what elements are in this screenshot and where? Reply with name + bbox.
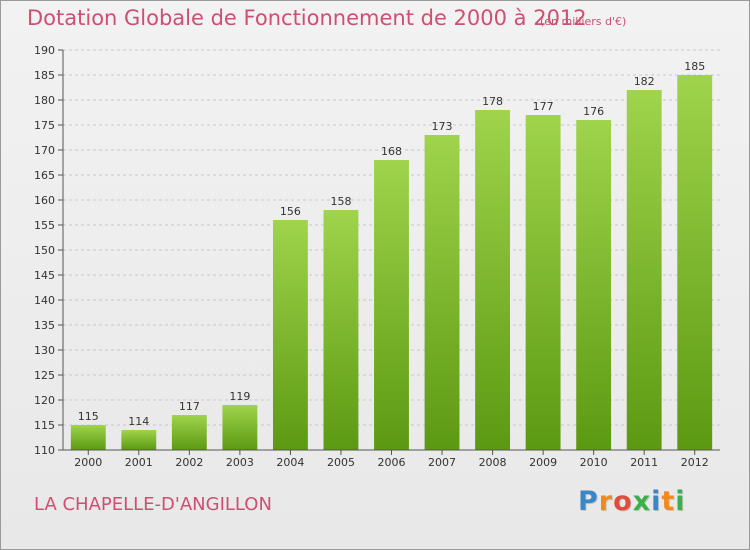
y-tick-label: 150 (34, 244, 55, 257)
x-tick-label: 2006 (378, 456, 406, 469)
chart-title: Dotation Globale de Fonctionnement de 20… (27, 6, 587, 30)
data-label: 178 (482, 95, 503, 108)
x-tick-label: 2008 (479, 456, 507, 469)
y-tick-label: 190 (34, 44, 55, 57)
data-label: 158 (330, 195, 351, 208)
x-tick-label: 2012 (681, 456, 709, 469)
y-tick-label: 185 (34, 69, 55, 82)
bar (374, 160, 409, 450)
data-label: 117 (179, 400, 200, 413)
bar (323, 210, 359, 450)
y-tick-label: 155 (34, 219, 55, 232)
data-label: 185 (684, 60, 705, 73)
y-tick-label: 125 (34, 369, 55, 382)
x-tick-label: 2009 (529, 456, 557, 469)
bar (677, 75, 713, 450)
data-label: 114 (128, 415, 149, 428)
data-label: 119 (229, 390, 250, 403)
data-label: 176 (583, 105, 604, 118)
logo-letter: i (651, 486, 662, 517)
unit-note: (en milliers d'€) (540, 15, 627, 28)
y-tick-label: 145 (34, 269, 55, 282)
logo-letter: t (661, 486, 676, 517)
x-tick-label: 2010 (580, 456, 608, 469)
logo-letter: P (578, 486, 599, 517)
logo-letter: x (632, 486, 652, 517)
bar (222, 405, 258, 450)
data-label: 115 (78, 410, 99, 423)
y-tick-label: 130 (34, 344, 55, 357)
x-tick-label: 2003 (226, 456, 254, 469)
data-label: 177 (533, 100, 554, 113)
y-tick-label: 165 (34, 169, 55, 182)
x-tick-label: 2001 (125, 456, 153, 469)
data-label: 173 (432, 120, 453, 133)
bar (475, 110, 511, 450)
y-tick-label: 110 (34, 444, 55, 457)
x-tick-label: 2004 (276, 456, 304, 469)
y-tick-label: 135 (34, 319, 55, 332)
proxiti-logo: Proxiti (578, 486, 686, 517)
y-tick-label: 120 (34, 394, 55, 407)
x-tick-label: 2011 (630, 456, 658, 469)
bar (121, 430, 157, 450)
logo-letter: o (613, 486, 633, 517)
y-tick-label: 140 (34, 294, 55, 307)
bar (424, 135, 460, 450)
x-tick-label: 2002 (175, 456, 203, 469)
x-tick-label: 2005 (327, 456, 355, 469)
bar (576, 120, 612, 450)
y-tick-label: 160 (34, 194, 55, 207)
y-tick-label: 175 (34, 119, 55, 132)
bar (525, 115, 561, 450)
y-tick-label: 170 (34, 144, 55, 157)
data-label: 156 (280, 205, 301, 218)
x-tick-label: 2007 (428, 456, 456, 469)
logo-letter: i (675, 486, 686, 517)
data-label: 168 (381, 145, 402, 158)
logo-letter: r (598, 486, 614, 517)
data-label: 182 (634, 75, 655, 88)
commune-name: LA CHAPELLE-D'ANGILLON (34, 494, 272, 515)
bar (70, 425, 106, 450)
bar (626, 90, 662, 450)
y-tick-label: 115 (34, 419, 55, 432)
y-tick-label: 180 (34, 94, 55, 107)
bar (272, 220, 308, 450)
bar (171, 415, 207, 450)
x-tick-label: 2000 (74, 456, 102, 469)
